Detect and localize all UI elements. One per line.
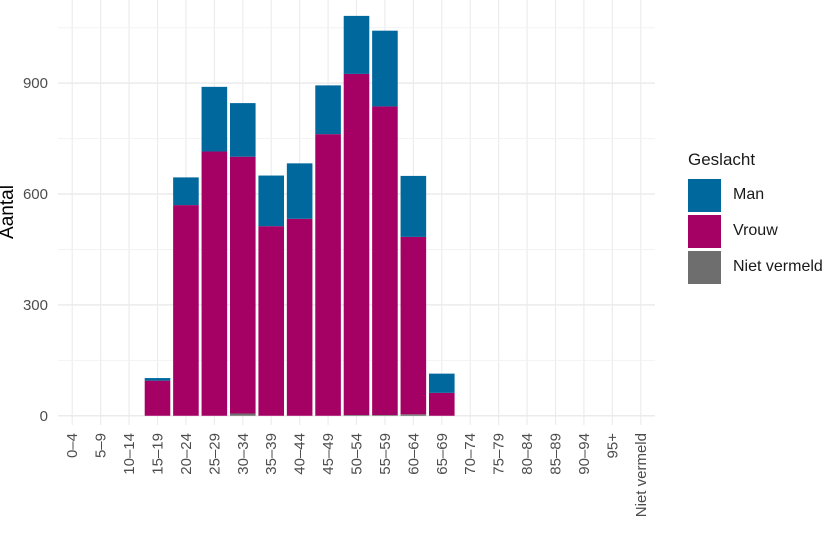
y-tick-label: 300 — [23, 297, 48, 314]
bar-vrouw — [286, 218, 313, 416]
x-tick-label: 0–4 — [64, 433, 81, 458]
x-tick-label: 30–34 — [235, 433, 252, 475]
x-tick-label: 75–79 — [491, 433, 508, 475]
bar-vrouw — [428, 392, 455, 416]
legend-label-niet-vermeld: Niet vermeld — [733, 258, 823, 275]
x-tick-label: Niet vermeld — [633, 433, 650, 517]
x-tick-label: 80–84 — [519, 433, 536, 475]
x-tick-label: 45–49 — [320, 433, 337, 475]
legend-item-niet-vermeld: Niet vermeld — [688, 249, 823, 285]
x-tick-label: 15–19 — [150, 433, 167, 475]
bar-niet-vermeld — [372, 415, 398, 416]
bar-man — [343, 15, 370, 74]
x-tick-label: 25–29 — [206, 433, 223, 475]
bar-vrouw — [258, 226, 285, 416]
x-tick-label: 50–54 — [349, 433, 366, 475]
bar-man — [428, 373, 455, 393]
bar-man — [144, 378, 171, 381]
legend-label-man: Man — [733, 186, 765, 203]
x-tick-label: 60–64 — [405, 433, 422, 475]
x-tick-label: 5–9 — [93, 433, 110, 458]
x-tick-label: 65–69 — [434, 433, 451, 475]
x-tick-label: 85–89 — [548, 433, 565, 475]
legend: Geslacht Man Vrouw Niet vermeld — [688, 150, 823, 285]
legend-item-man: Man — [688, 177, 823, 213]
y-axis-ticks: 0 300 600 900 — [23, 75, 48, 425]
bar-vrouw — [315, 134, 341, 416]
bar-man — [258, 175, 285, 227]
x-tick-label: 20–24 — [178, 433, 195, 475]
x-tick-label: 90–94 — [576, 433, 593, 475]
y-axis-label: Aantal — [0, 185, 18, 239]
bar-man — [173, 177, 199, 206]
bar-niet-vermeld — [343, 415, 370, 416]
bar-man — [315, 85, 341, 135]
bar-vrouw — [343, 73, 370, 416]
y-tick-label: 0 — [40, 408, 48, 425]
legend-item-vrouw: Vrouw — [688, 213, 823, 249]
x-tick-label: 55–59 — [377, 433, 394, 475]
bar-man — [229, 103, 256, 157]
x-tick-label: 40–44 — [292, 433, 309, 475]
bar-vrouw — [400, 236, 427, 415]
legend-key-niet-vermeld — [688, 250, 721, 284]
legend-key-man — [688, 178, 721, 212]
bar-man — [201, 86, 228, 152]
legend-label-vrouw: Vrouw — [733, 222, 778, 239]
x-tick-label: 35–39 — [263, 433, 280, 475]
legend-title: Geslacht — [688, 150, 756, 169]
bar-vrouw — [201, 151, 228, 416]
bar-vrouw — [144, 380, 171, 416]
bar-vrouw — [229, 156, 256, 414]
bar-niet-vermeld — [229, 413, 256, 416]
bar-vrouw — [173, 205, 199, 416]
bar-man — [286, 163, 313, 219]
bar-vrouw — [372, 106, 398, 416]
bar-niet-vermeld — [400, 414, 427, 416]
legend-key-vrouw — [688, 214, 721, 248]
bar-man — [400, 175, 427, 237]
x-tick-label: 95+ — [604, 433, 621, 459]
y-tick-label: 600 — [23, 186, 48, 203]
bar-man — [372, 30, 398, 107]
x-tick-label: 70–74 — [462, 433, 479, 475]
x-axis-ticks: 0–4 5–9 10–14 15–19 20–24 25–29 30–34 35–39 40–4… — [64, 433, 650, 517]
x-tick-label: 10–14 — [121, 433, 138, 475]
bars — [144, 15, 455, 416]
y-tick-label: 900 — [23, 75, 48, 92]
